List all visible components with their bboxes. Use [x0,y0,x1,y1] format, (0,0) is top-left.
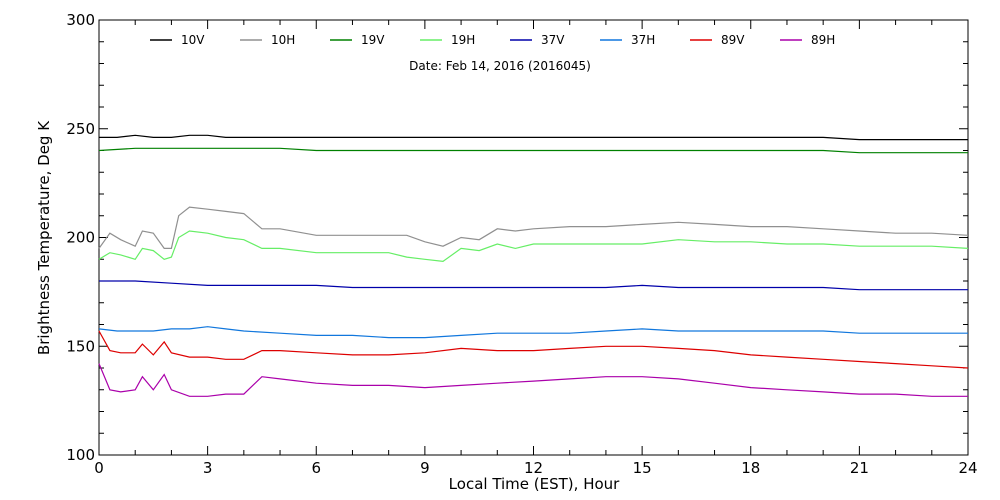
series-line-19h [98,230,969,263]
series-line-10h [98,206,969,249]
axis-ticks: 0 3 6 9 12 15 18 21 24 100 150 200 250 300 [66,11,977,477]
x-tick-label: 18 [741,459,760,477]
x-tick-label: 9 [420,459,430,477]
date-annotation: Date: Feb 14, 2016 (2016045) [409,59,591,73]
y-tick-label: 200 [66,229,95,247]
y-tick-label: 300 [66,11,95,29]
x-tick-label: 12 [524,459,543,477]
legend-label-89h: 89H [811,33,835,47]
x-tick-label: 24 [958,459,977,477]
legend-label-37v: 37V [541,33,565,47]
y-axis-title: Brightness Temperature, Deg K [35,120,53,355]
legend-label-19v: 19V [361,33,385,47]
x-tick-label: 21 [850,459,869,477]
legend-label-10h: 10H [271,33,295,47]
series-lines [98,134,969,397]
legend-label-37h: 37H [631,33,655,47]
y-tick-label: 100 [66,446,95,464]
x-axis-title: Local Time (EST), Hour [449,475,620,493]
x-tick-label: 6 [311,459,321,477]
series-line-89v [98,330,969,369]
x-tick-label: 15 [633,459,652,477]
x-tick-label: 3 [203,459,213,477]
y-tick-label: 250 [66,120,95,138]
legend-label-19h: 19H [451,33,475,47]
legend: 10V 10H 19V 19H 37V 37H 89V 89H [150,33,835,47]
legend-label-89v: 89V [721,33,745,47]
series-line-19v [98,147,968,154]
legend-label-10v: 10V [181,33,205,47]
x-tick-label: 0 [94,459,104,477]
series-line-37v [99,280,968,291]
y-tick-label: 150 [66,337,95,355]
series-line-89h [98,363,968,397]
series-line-37h [98,326,968,339]
series-line-10v [99,134,968,141]
